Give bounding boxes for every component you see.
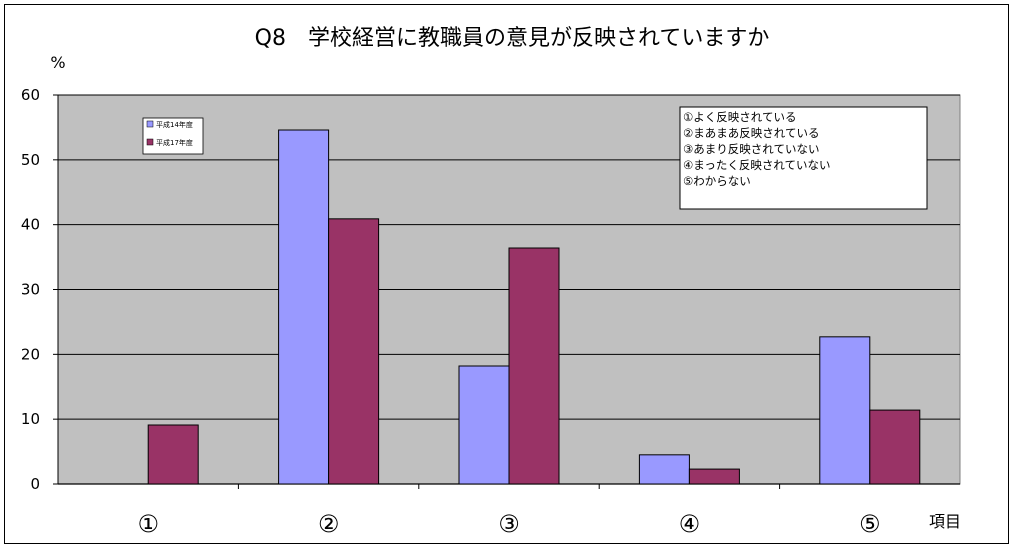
y-tick-label: 60	[21, 86, 40, 104]
y-tick-label: 30	[21, 281, 40, 299]
note-line-1: ①よく反映されている	[683, 110, 796, 124]
y-tick-label: 0	[30, 475, 40, 493]
notes-box-frame	[679, 106, 928, 210]
y-axis-label: %	[50, 53, 65, 72]
bar-平成14年度-4	[638, 454, 690, 485]
x-category-label: ③	[498, 510, 520, 538]
y-tick-label: 10	[21, 410, 40, 428]
bar-平成17年度-2	[328, 218, 380, 485]
bar-平成17年度-4	[688, 468, 740, 485]
bar-平成14年度-3	[458, 365, 510, 485]
note-line-5: ⑤わからない	[683, 174, 751, 188]
bar-平成17年度-5	[869, 409, 921, 485]
x-category-label: ①	[137, 510, 159, 538]
x-category-label: ⑤	[859, 510, 881, 538]
x-category-label: ④	[679, 510, 701, 538]
bar-平成17年度-3	[508, 247, 560, 485]
bar-平成14年度-2	[278, 129, 330, 485]
bar-平成14年度-5	[819, 336, 871, 485]
y-tick-label: 50	[21, 151, 40, 169]
y-tick-label: 20	[21, 345, 40, 363]
note-line-2: ②まあまあ反映されている	[683, 126, 819, 140]
x-category-label: ②	[318, 510, 340, 538]
legend-label-1: 平成14年度	[156, 120, 193, 129]
legend-swatch-2	[146, 138, 154, 146]
bar-平成17年度-1	[147, 424, 199, 485]
note-line-3: ③あまり反映されていない	[683, 142, 819, 156]
x-axis-label: 項目	[929, 512, 961, 531]
legend-label-2: 平成17年度	[156, 138, 193, 147]
note-line-4: ④まったく反映されていない	[683, 158, 831, 172]
category-notes-box: ①よく反映されている ②まあまあ反映されている ③あまり反映されていない ④まったく反…	[679, 106, 928, 210]
chart-title: Q8 学校経営に教職員の意見が反映されていますか	[255, 26, 770, 51]
y-tick-label: 40	[21, 216, 40, 234]
legend-swatch-1	[146, 120, 154, 128]
